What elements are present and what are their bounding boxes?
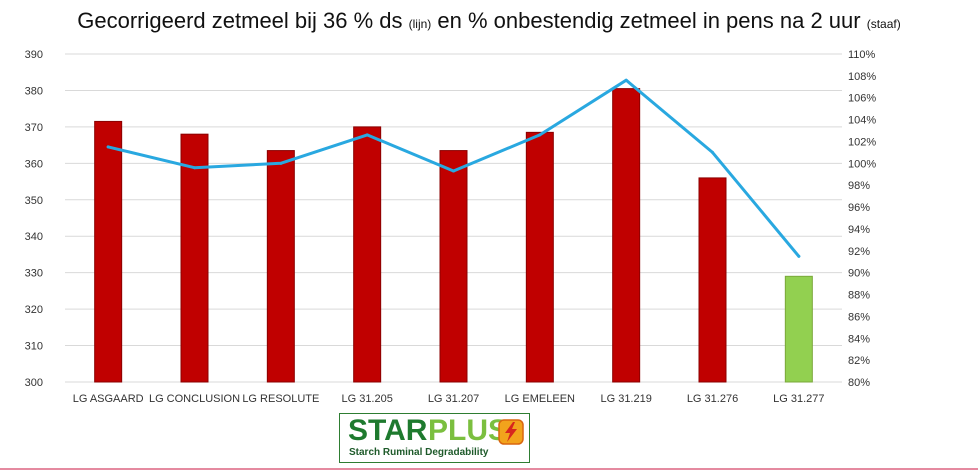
category-label: LG RESOLUTE xyxy=(242,393,319,405)
category-label: LG 31.207 xyxy=(428,393,479,405)
right-tick-label: 84% xyxy=(848,333,870,345)
bar xyxy=(525,131,554,383)
line-point xyxy=(365,133,369,137)
title-main-1: Gecorrigeerd zetmeel bij 36 % ds xyxy=(77,8,409,33)
bottom-accent-line xyxy=(0,468,978,470)
right-tick-label: 82% xyxy=(848,355,870,367)
bar xyxy=(353,126,382,383)
bar xyxy=(784,275,813,383)
right-tick-label: 110% xyxy=(848,49,876,61)
right-tick-label: 86% xyxy=(848,311,870,323)
line-point xyxy=(193,166,196,170)
logo-word-plus: PLUS xyxy=(428,414,509,447)
right-tick-label: 80% xyxy=(848,377,870,389)
bar xyxy=(439,150,468,383)
bar xyxy=(612,88,641,383)
right-tick-label: 100% xyxy=(848,158,876,170)
left-tick-label: 340 xyxy=(25,231,43,243)
right-axis: 80% 82% 84% 86% 88% 90% 92% 94% 96% 98% 100% 102% 10… xyxy=(848,49,876,389)
left-axis: 300 310 320 330 340 350 360 370 380 390 xyxy=(25,49,43,389)
line-point xyxy=(452,169,455,173)
chart-title: Gecorrigeerd zetmeel bij 36 % ds (lijn) … xyxy=(0,8,978,34)
bars xyxy=(94,88,813,383)
bar xyxy=(180,133,209,383)
left-tick-label: 330 xyxy=(25,268,43,280)
left-tick-label: 310 xyxy=(25,341,43,353)
bar xyxy=(266,150,295,383)
line-point xyxy=(106,145,110,149)
starplus-logo: STAR PLUS Starch Ruminal Degradability xyxy=(339,413,530,463)
right-tick-label: 98% xyxy=(848,180,870,192)
category-label: LG 31.205 xyxy=(341,393,392,405)
title-small-1: (lijn) xyxy=(408,17,432,31)
left-tick-label: 390 xyxy=(25,49,43,61)
line-point xyxy=(624,78,628,82)
right-tick-label: 102% xyxy=(848,136,876,148)
left-tick-label: 360 xyxy=(25,158,43,170)
bar xyxy=(698,177,727,383)
line-point xyxy=(797,254,801,258)
category-label: LG 31.276 xyxy=(687,393,738,405)
title-small-2: (staaf) xyxy=(866,17,901,31)
right-tick-label: 92% xyxy=(848,246,870,258)
logo-tagline: Starch Ruminal Degradability xyxy=(349,447,489,458)
right-tick-label: 88% xyxy=(848,290,870,302)
lightning-badge-icon xyxy=(498,419,524,445)
right-tick-label: 94% xyxy=(848,224,870,236)
category-label: LG EMELEEN xyxy=(505,393,575,405)
line-point xyxy=(538,133,542,137)
right-tick-label: 106% xyxy=(848,93,876,105)
category-label: LG 31.219 xyxy=(600,393,651,405)
bar xyxy=(94,120,123,383)
logo-word-star: STAR xyxy=(348,414,428,447)
category-label: LG CONCLUSION xyxy=(149,393,240,405)
category-label: LG ASGAARD xyxy=(73,393,144,405)
line-point xyxy=(711,150,714,154)
right-tick-label: 108% xyxy=(848,71,876,83)
left-tick-label: 370 xyxy=(25,122,43,134)
right-tick-label: 90% xyxy=(848,268,870,280)
line-point xyxy=(279,161,283,165)
left-tick-label: 320 xyxy=(25,304,43,316)
left-tick-label: 350 xyxy=(25,195,43,207)
category-label: LG 31.277 xyxy=(773,393,824,405)
left-tick-label: 380 xyxy=(25,85,43,97)
right-tick-label: 104% xyxy=(848,115,876,127)
left-tick-label: 300 xyxy=(25,377,43,389)
right-tick-label: 96% xyxy=(848,202,870,214)
title-main-2: en % onbestendig zetmeel in pens na 2 uu… xyxy=(431,8,867,33)
category-labels: LG ASGAARD LG CONCLUSION LG RESOLUTE LG 31.… xyxy=(73,393,825,405)
line-series xyxy=(106,78,801,258)
